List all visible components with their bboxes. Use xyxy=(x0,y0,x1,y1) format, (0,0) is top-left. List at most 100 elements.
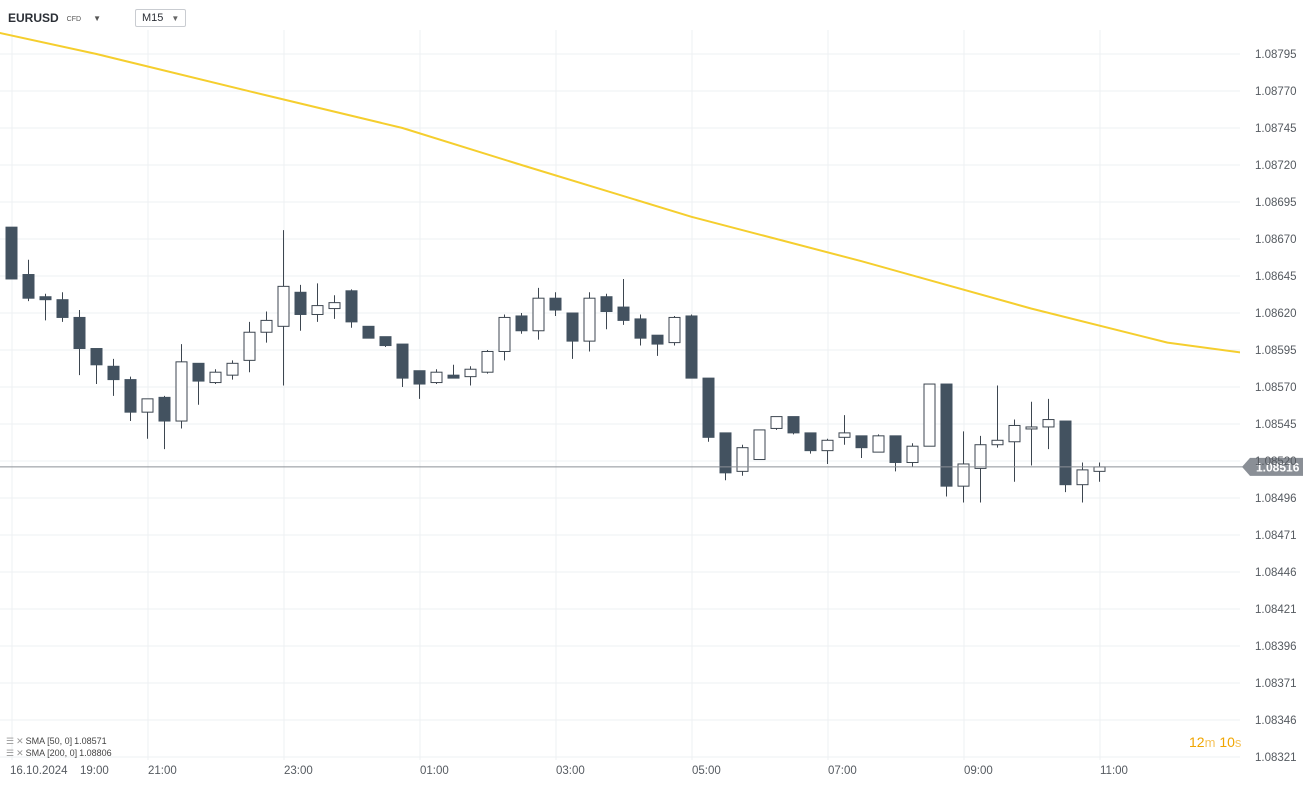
candle-bearish xyxy=(90,348,103,366)
candle-bullish xyxy=(872,435,885,453)
candle-bullish xyxy=(906,445,919,463)
legend-label: SMA [200, 0] xyxy=(25,748,78,758)
candle-bullish xyxy=(498,316,511,352)
current-price-line: 1.08516 xyxy=(0,457,1303,476)
chart-toolbar: EURUSD CFD ▼ M15 ▼ xyxy=(8,8,187,28)
price-tick-label: 1.08421 xyxy=(1255,604,1297,616)
candle-bearish xyxy=(549,297,562,311)
price-tick-label: 1.08745 xyxy=(1255,123,1297,135)
candle-bullish xyxy=(770,416,783,429)
settings-icon[interactable]: ☰ xyxy=(6,736,15,746)
candle-bullish xyxy=(991,439,1004,446)
candle-bearish xyxy=(1059,420,1072,486)
candle-bearish xyxy=(5,226,18,280)
close-icon[interactable]: ✕ xyxy=(16,748,24,758)
price-tick-label: 1.08570 xyxy=(1255,382,1297,394)
candle-bullish xyxy=(481,350,494,373)
candle-bearish xyxy=(600,296,613,313)
time-tick-label: 01:00 xyxy=(420,765,449,777)
candle-bearish xyxy=(447,374,460,379)
candle-bearish xyxy=(787,416,800,434)
price-tick-label: 1.08620 xyxy=(1255,308,1297,320)
timer-minutes: 12 xyxy=(1189,734,1205,750)
price-tick-label: 1.08471 xyxy=(1255,530,1297,542)
price-tick-label: 1.08396 xyxy=(1255,641,1297,653)
symbol-dropdown-icon[interactable]: ▼ xyxy=(93,13,101,23)
candle-bullish xyxy=(923,383,936,447)
candle-bullish xyxy=(1093,466,1106,472)
candle-bearish xyxy=(855,435,868,449)
price-tick-label: 1.08496 xyxy=(1255,493,1297,505)
candle-bearish xyxy=(719,432,732,474)
candle-bearish xyxy=(702,377,715,438)
candle-bullish xyxy=(668,316,681,344)
candle-bullish xyxy=(226,362,239,376)
price-tick-label: 1.08346 xyxy=(1255,715,1297,727)
candle-bearish xyxy=(413,370,426,385)
candle-bearish xyxy=(107,365,120,381)
price-tick-label: 1.08695 xyxy=(1255,197,1297,209)
candles xyxy=(5,226,1106,503)
candle-bullish xyxy=(838,432,851,438)
candle-bearish xyxy=(56,299,69,318)
candle-bearish xyxy=(396,343,409,379)
legend-item-sma50: ☰ ✕ SMA [50, 0] 1.08571 xyxy=(6,735,112,747)
candle-bullish xyxy=(1042,419,1055,428)
indicator-legend: ☰ ✕ SMA [50, 0] 1.08571 ☰ ✕ SMA [200, 0]… xyxy=(6,735,112,759)
settings-icon[interactable]: ☰ xyxy=(6,748,15,758)
candle-bullish xyxy=(311,305,324,315)
legend-value: 1.08806 xyxy=(79,748,112,758)
candle-bullish xyxy=(583,297,596,342)
candle-bearish xyxy=(22,274,35,299)
candle-bearish xyxy=(515,315,528,332)
price-tick-label: 1.08520 xyxy=(1255,456,1297,468)
candle-bullish xyxy=(1076,469,1089,486)
price-tick-label: 1.08446 xyxy=(1255,567,1297,579)
candle-bullish xyxy=(243,331,256,361)
candle-countdown: 12m 10s xyxy=(1189,734,1241,750)
candle-bullish xyxy=(1008,424,1021,443)
time-tick-label: 09:00 xyxy=(964,765,993,777)
candle-bullish xyxy=(821,439,834,452)
current-price-label: 1.08516 xyxy=(1256,460,1300,474)
candle-bearish xyxy=(617,306,630,321)
price-tick-label: 1.08595 xyxy=(1255,345,1297,357)
candle-bullish xyxy=(464,368,477,378)
close-icon[interactable]: ✕ xyxy=(16,736,24,746)
current-price-tag xyxy=(1242,457,1303,476)
time-tick-label: 07:00 xyxy=(828,765,857,777)
timeframe-value: M15 xyxy=(141,12,164,24)
legend-value: 1.08571 xyxy=(74,736,107,746)
candle-bullish xyxy=(260,319,273,333)
price-tick-label: 1.08670 xyxy=(1255,234,1297,246)
candle-bullish xyxy=(277,285,290,327)
candle-bearish xyxy=(294,291,307,315)
time-axis[interactable]: 16.10.2024 19:00 21:00 23:00 01:00 03:00 05:00… xyxy=(10,765,1128,777)
legend-item-sma200: ☰ ✕ SMA [200, 0] 1.08806 xyxy=(6,747,112,759)
time-tick-label: 11:00 xyxy=(1100,765,1128,777)
candle-bearish xyxy=(889,435,902,463)
price-tick-label: 1.08545 xyxy=(1255,419,1297,431)
candle-bearish xyxy=(379,336,392,347)
candle-bearish xyxy=(634,318,647,339)
symbol-name[interactable]: EURUSD xyxy=(8,11,59,25)
price-tick-label: 1.08321 xyxy=(1255,752,1297,764)
candle-bullish xyxy=(430,371,443,384)
price-tick-label: 1.08371 xyxy=(1255,678,1297,690)
candle-bullish xyxy=(753,429,766,461)
price-tick-label: 1.08645 xyxy=(1255,271,1297,283)
candle-bearish xyxy=(192,362,205,382)
candle-bearish xyxy=(566,312,579,342)
timeframe-select[interactable]: M15 ▼ xyxy=(134,9,187,27)
legend-label: SMA [50, 0] xyxy=(25,736,73,746)
candle-bearish xyxy=(345,290,358,323)
symbol-type-label: CFD xyxy=(66,15,82,23)
candle-bullish xyxy=(736,447,749,472)
indicator-lines xyxy=(0,31,1240,354)
time-tick-label: 19:00 xyxy=(80,765,109,777)
candle-bearish xyxy=(940,383,953,487)
candle-bullish xyxy=(328,302,341,310)
price-axis[interactable]: 1.08795 1.08770 1.08745 1.08720 1.08695 1.086… xyxy=(1255,49,1297,764)
time-tick-label: 23:00 xyxy=(284,765,313,777)
